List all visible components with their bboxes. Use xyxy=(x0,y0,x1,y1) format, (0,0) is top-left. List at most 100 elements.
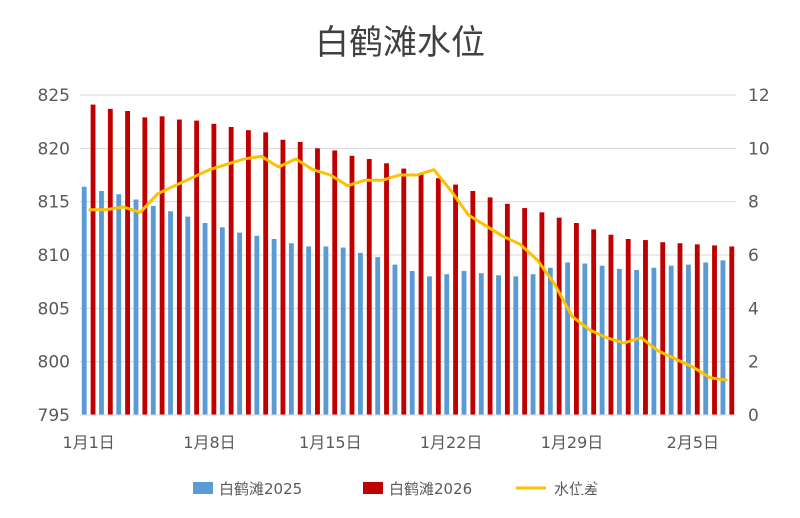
bar-2025 xyxy=(565,262,570,415)
bar-2025 xyxy=(599,265,605,415)
bar-2025 xyxy=(444,274,450,415)
bar-2025 xyxy=(392,264,398,415)
bar-2025 xyxy=(496,275,501,415)
bar-2026 xyxy=(694,244,700,415)
bar-2026 xyxy=(401,168,407,415)
bar-2026 xyxy=(608,234,614,415)
legend-swatch xyxy=(193,482,213,494)
bar-2025 xyxy=(547,267,553,415)
bar-2025 xyxy=(409,271,415,415)
x-tick-label: 1月22日 xyxy=(420,433,483,452)
bar-2025 xyxy=(375,257,381,415)
bar-2026 xyxy=(470,191,476,415)
y2-tick-label: 12 xyxy=(748,86,770,106)
bar-2025 xyxy=(81,186,87,415)
bar-2025 xyxy=(720,260,726,415)
bar-2025 xyxy=(703,262,709,415)
bar-2025 xyxy=(99,191,104,415)
watermark: 雪球：刺猬偷腥 xyxy=(579,482,723,503)
y2-tick-label: 8 xyxy=(748,193,759,213)
bar-2026 xyxy=(315,148,320,416)
bar-2025 xyxy=(513,276,519,415)
y-tick-label: 810 xyxy=(38,246,70,266)
y-tick-label: 815 xyxy=(38,193,70,213)
bar-2026 xyxy=(228,127,234,415)
legend-label: 白鹤滩2026 xyxy=(389,480,472,498)
y-tick-label: 825 xyxy=(38,86,70,106)
watermark-text: 雪球：刺猬偷腥 xyxy=(604,483,723,503)
bar-2025 xyxy=(150,205,156,415)
bar-2026 xyxy=(643,240,648,415)
x-tick-label: 1月29日 xyxy=(541,433,604,452)
bar-2026 xyxy=(522,208,528,415)
bar-2026 xyxy=(142,117,148,416)
bar-2025 xyxy=(582,263,588,415)
y2-tick-label: 2 xyxy=(748,353,759,373)
bar-2026 xyxy=(625,239,631,415)
y2-tick-label: 6 xyxy=(748,246,759,266)
y-tick-label: 805 xyxy=(38,299,70,319)
bar-2025 xyxy=(116,194,122,415)
bar-2026 xyxy=(90,104,96,415)
bars xyxy=(81,104,735,416)
bar-2026 xyxy=(435,178,441,415)
difference-line-group xyxy=(88,154,728,382)
x-tick-label: 2月5日 xyxy=(667,433,719,452)
legend-label: 水位差 xyxy=(554,480,599,498)
bar-2026 xyxy=(332,150,338,415)
bar-2026 xyxy=(504,203,510,415)
bar-2025 xyxy=(427,276,432,415)
bar-2026 xyxy=(125,111,130,415)
bar-2026 xyxy=(487,197,493,415)
bar-2026 xyxy=(280,139,286,416)
bar-2025 xyxy=(686,264,691,415)
bar-2025 xyxy=(202,223,208,415)
bar-2026 xyxy=(677,243,683,415)
bar-2025 xyxy=(668,265,674,415)
bar-2025 xyxy=(634,269,640,415)
bar-2026 xyxy=(349,155,355,416)
bar-2026 xyxy=(211,123,217,416)
bar-2025 xyxy=(219,227,225,415)
bar-2025 xyxy=(271,239,277,415)
bar-2026 xyxy=(297,141,303,415)
bar-2026 xyxy=(660,242,666,415)
y-tick-label: 800 xyxy=(38,353,70,373)
bar-2025 xyxy=(651,267,657,415)
bar-2025 xyxy=(133,199,139,415)
bar-2025 xyxy=(288,243,294,415)
bar-2025 xyxy=(323,246,329,415)
watermark-logo-icon xyxy=(579,482,599,502)
bar-2025 xyxy=(306,246,312,415)
bar-2026 xyxy=(384,163,389,415)
bar-2026 xyxy=(194,120,200,415)
bar-2026 xyxy=(712,245,717,415)
bar-2025 xyxy=(185,216,191,415)
bar-2026 xyxy=(246,130,251,415)
y2-tick-label: 10 xyxy=(748,139,770,159)
difference-line xyxy=(88,154,728,382)
y-tick-label: 820 xyxy=(38,139,70,159)
x-tick-label: 1月8日 xyxy=(183,433,235,452)
y2-tick-label: 0 xyxy=(748,406,759,426)
y-tick-label: 795 xyxy=(38,406,70,426)
bar-2026 xyxy=(107,108,113,415)
chart-title: 白鹤滩水位 xyxy=(315,23,485,63)
bar-2025 xyxy=(358,252,363,415)
bar-2026 xyxy=(729,246,735,415)
x-tick-label: 1月15日 xyxy=(299,433,362,452)
bar-2025 xyxy=(478,273,484,415)
bar-2025 xyxy=(461,271,467,415)
bar-2026 xyxy=(418,173,424,415)
bar-2026 xyxy=(176,119,182,416)
x-tick-label: 1月1日 xyxy=(62,433,114,452)
y2-tick-label: 4 xyxy=(748,299,759,319)
bar-2025 xyxy=(530,274,536,415)
bar-2025 xyxy=(237,232,242,415)
bar-2026 xyxy=(263,132,269,416)
bar-2026 xyxy=(539,212,545,415)
legend: 白鹤滩2025 白鹤滩2026 水位差 xyxy=(193,480,599,498)
